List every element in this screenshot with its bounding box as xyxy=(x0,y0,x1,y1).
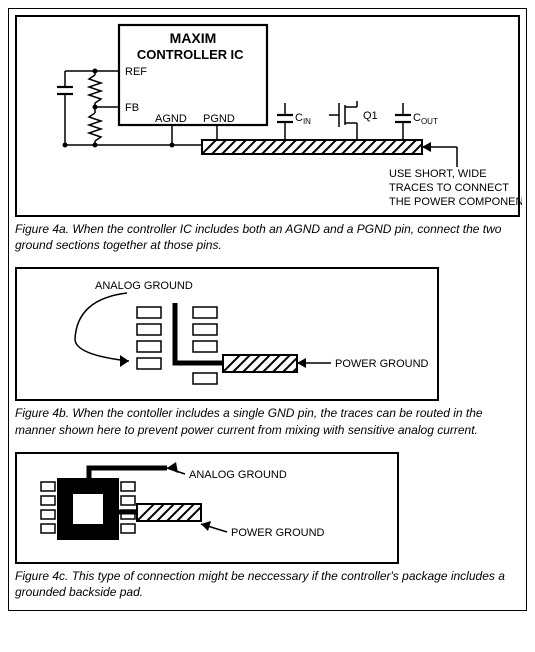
q1-mosfet xyxy=(329,101,357,140)
pin-rect xyxy=(137,324,161,335)
pin-rect xyxy=(193,307,217,318)
pin-rect xyxy=(41,482,55,491)
resistor-r1 xyxy=(89,75,101,103)
pin-agnd: AGND xyxy=(155,113,187,125)
pg-label: POWER GROUND xyxy=(231,527,325,539)
figure-4b-caption: Figure 4b. When the contoller includes a… xyxy=(15,405,520,437)
pin-rect xyxy=(137,307,161,318)
ag-label: ANALOG GROUND xyxy=(189,469,287,481)
cout-cap xyxy=(395,103,411,140)
pin-fb: FB xyxy=(125,102,139,114)
figure-4a-svg: MAXIM CONTROLLER IC REF FB AGND PGND xyxy=(17,17,522,215)
note-l3: THE POWER COMPONENTS xyxy=(389,196,522,208)
ag-arrow xyxy=(75,293,129,361)
cout-sub: OUT xyxy=(421,117,438,126)
q1-label: Q1 xyxy=(363,110,378,122)
pin-pgnd: PGND xyxy=(203,113,235,125)
pin-rect xyxy=(121,496,135,505)
resistor-r2 xyxy=(89,113,101,141)
power-ground-trace xyxy=(223,355,310,372)
pin-rect xyxy=(121,524,135,533)
chip-pad xyxy=(73,494,103,524)
pg-label: POWER GROUND xyxy=(335,358,429,370)
figure-4a-box: MAXIM CONTROLLER IC REF FB AGND PGND xyxy=(15,15,520,217)
pin-rect xyxy=(41,524,55,533)
pin-ref: REF xyxy=(125,66,147,78)
pin-rect xyxy=(193,373,217,384)
power-ground-trace xyxy=(137,504,204,521)
power-ground-trace xyxy=(202,140,426,154)
cin-label: C xyxy=(295,112,303,124)
pin-rect xyxy=(137,341,161,352)
pin-rect xyxy=(41,496,55,505)
pin-rect xyxy=(121,482,135,491)
cout-label: C xyxy=(413,112,421,124)
ic-sub2: IC xyxy=(231,47,245,62)
note-arrow xyxy=(422,142,457,167)
figure-4c-box: ANALOG GROUND POWER GROUND xyxy=(15,452,399,564)
pin-rect xyxy=(193,324,217,335)
cin-sub: IN xyxy=(303,117,311,126)
page-frame: MAXIM CONTROLLER IC REF FB AGND PGND xyxy=(8,8,527,611)
svg-text:COUT: COUT xyxy=(413,112,438,126)
ic-title: MAXIM xyxy=(170,30,217,46)
pin-rect xyxy=(41,510,55,519)
ag-label: ANALOG GROUND xyxy=(95,280,193,292)
figure-4c-caption: Figure 4c. This type of connection might… xyxy=(15,568,520,600)
figure-4b-box: ANALOG GROUND xyxy=(15,267,439,401)
cin-cap xyxy=(277,103,293,140)
figure-4c-svg: ANALOG GROUND POWER GROUND xyxy=(17,454,397,562)
pin-rect xyxy=(137,358,161,369)
figure-4b-svg: ANALOG GROUND xyxy=(17,269,437,399)
note-l2: TRACES TO CONNECT xyxy=(389,182,509,194)
note-l1: USE SHORT, WIDE xyxy=(389,168,487,180)
svg-text:CIN: CIN xyxy=(295,112,311,126)
figure-4a-caption: Figure 4a. When the controller IC includ… xyxy=(15,221,520,253)
pin-rect xyxy=(193,341,217,352)
ic-sub1: CONTROLLER xyxy=(137,47,228,62)
